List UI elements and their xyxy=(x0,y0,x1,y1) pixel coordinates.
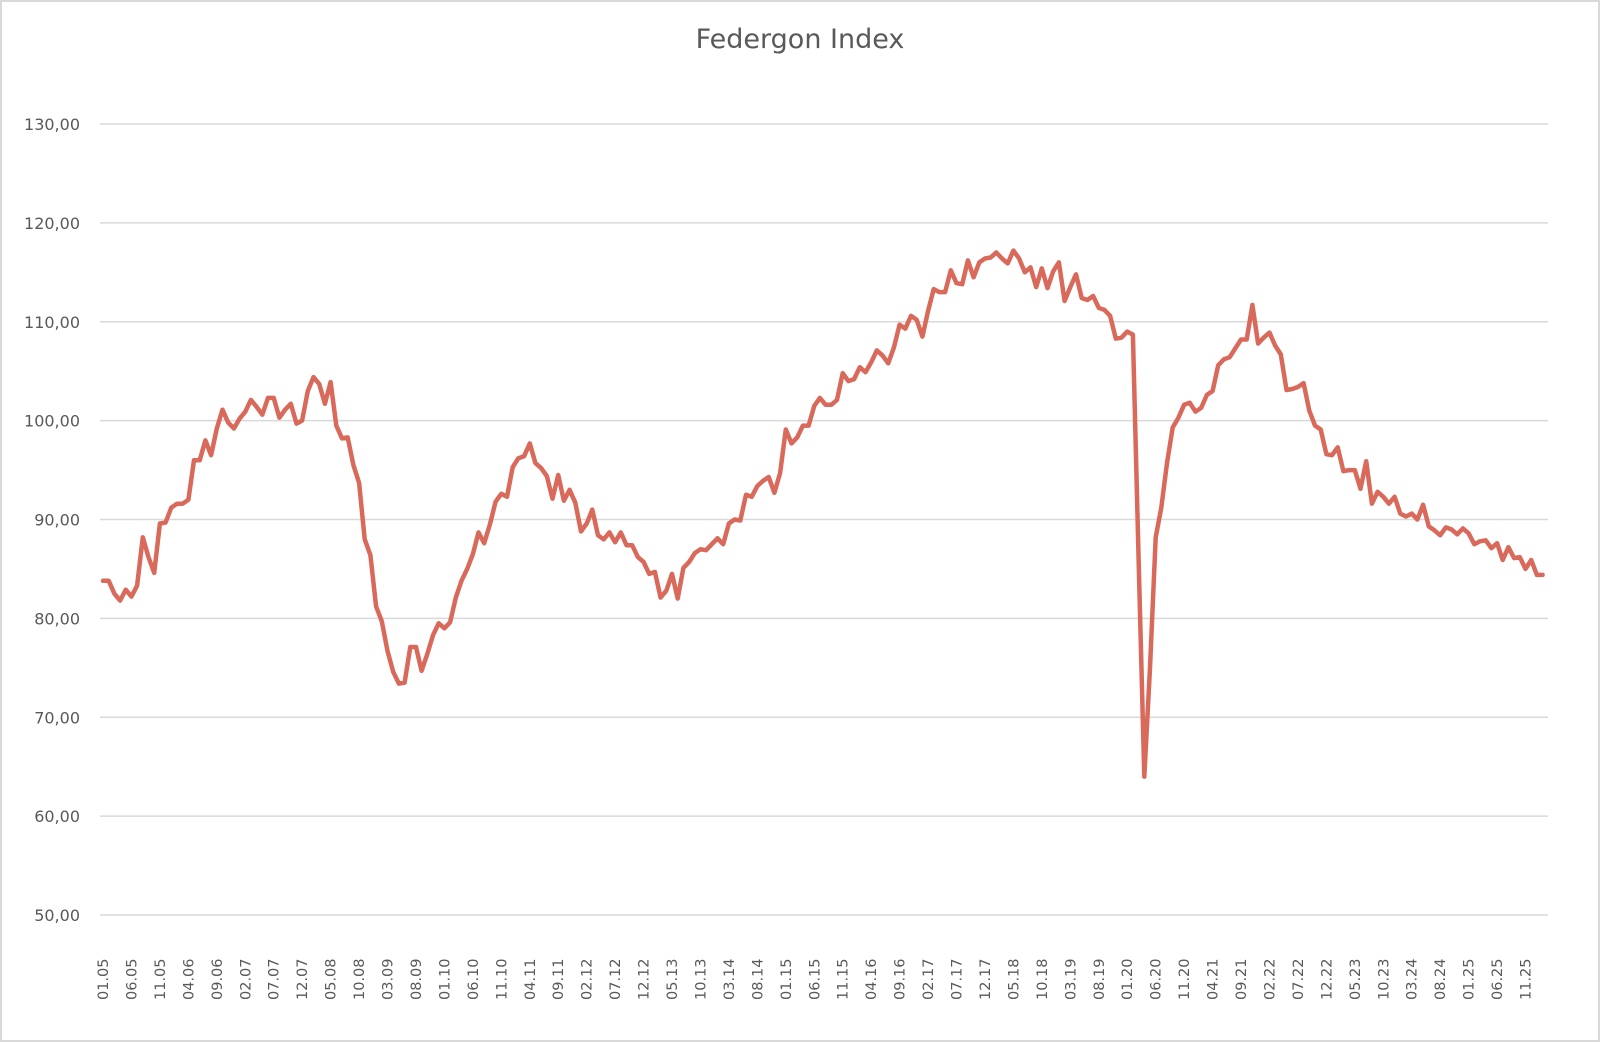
y-tick-label: 120,00 xyxy=(24,214,80,233)
x-tick-label: 03.19 xyxy=(1063,958,1079,1000)
chart-title: Federgon Index xyxy=(695,24,905,55)
x-tick-label: 05.23 xyxy=(1348,958,1364,1000)
x-tick-label: 08.24 xyxy=(1433,958,1449,1000)
y-tick-label: 50,00 xyxy=(34,906,80,925)
x-tick-label: 03.24 xyxy=(1405,958,1421,1000)
x-tick-label: 09.06 xyxy=(210,958,226,1000)
x-tick-label: 12.22 xyxy=(1319,958,1335,1000)
x-tick-label: 04.21 xyxy=(1206,958,1222,1000)
x-tick-label: 02.12 xyxy=(580,958,596,1000)
x-tick-label: 01.10 xyxy=(437,958,453,1000)
x-tick-label: 02.22 xyxy=(1262,958,1278,1000)
y-tick-label: 130,00 xyxy=(24,115,80,134)
y-tick-label: 60,00 xyxy=(34,807,80,826)
y-tick-label: 80,00 xyxy=(34,609,80,628)
x-tick-label: 10.08 xyxy=(352,958,368,1000)
x-tick-label: 03.09 xyxy=(381,958,397,1000)
x-tick-label: 11.15 xyxy=(836,958,852,1000)
x-tick-label: 11.10 xyxy=(494,958,510,1000)
x-tick-label: 05.18 xyxy=(1006,958,1022,1000)
x-tick-label: 01.05 xyxy=(96,958,112,1000)
x-tick-label: 07.12 xyxy=(608,958,624,1000)
x-tick-label: 09.16 xyxy=(893,958,909,1000)
x-tick-label: 08.14 xyxy=(750,958,766,1000)
x-tick-label: 12.17 xyxy=(978,958,994,1000)
x-tick-label: 11.25 xyxy=(1519,958,1535,1000)
y-tick-label: 70,00 xyxy=(34,708,80,727)
y-tick-label: 100,00 xyxy=(24,412,80,431)
y-tick-label: 90,00 xyxy=(34,511,80,530)
x-tick-label: 04.06 xyxy=(181,958,197,1000)
x-tick-label: 06.25 xyxy=(1490,958,1506,1000)
x-tick-label: 02.17 xyxy=(921,958,937,1000)
x-tick-label: 07.17 xyxy=(950,958,966,1000)
x-tick-label: 09.11 xyxy=(551,958,567,1000)
x-tick-label: 11.05 xyxy=(153,958,169,1000)
x-tick-label: 10.23 xyxy=(1376,958,1392,1000)
x-tick-label: 01.20 xyxy=(1120,958,1136,1000)
x-tick-label: 06.10 xyxy=(466,958,482,1000)
x-tick-label: 01.15 xyxy=(779,958,795,1000)
x-tick-label: 07.07 xyxy=(267,958,283,1000)
x-tick-label: 02.07 xyxy=(238,958,254,1000)
x-tick-label: 03.14 xyxy=(722,958,738,1000)
x-tick-label: 12.07 xyxy=(295,958,311,1000)
y-axis-labels: 50,00 60,00 70,00 80,00 90,00 100,00 110,00 120… xyxy=(24,115,80,925)
x-tick-label: 04.11 xyxy=(523,958,539,1000)
x-tick-label: 08.19 xyxy=(1092,958,1108,1000)
x-tick-label: 06.15 xyxy=(807,958,823,1000)
x-tick-label: 04.16 xyxy=(864,958,880,1000)
x-tick-label: 01.25 xyxy=(1462,958,1478,1000)
x-tick-label: 09.21 xyxy=(1234,958,1250,1000)
x-tick-label: 12.12 xyxy=(637,958,653,1000)
gridlines xyxy=(100,123,1548,916)
x-tick-label: 05.13 xyxy=(665,958,681,1000)
x-tick-label: 11.20 xyxy=(1177,958,1193,1000)
x-tick-label: 05.08 xyxy=(324,958,340,1000)
series-line-federgon-index xyxy=(100,248,1545,779)
x-tick-label: 07.22 xyxy=(1291,958,1307,1000)
y-tick-label: 110,00 xyxy=(24,313,80,332)
x-tick-label: 10.18 xyxy=(1035,958,1051,1000)
x-tick-label: 06.20 xyxy=(1149,958,1165,1000)
x-tick-label: 06.05 xyxy=(124,958,140,1000)
x-tick-label: 08.09 xyxy=(409,958,425,1000)
x-tick-label: 10.13 xyxy=(693,958,709,1000)
x-axis-labels: 01.05 06.05 11.05 04.06 09.06 02.07 07.07 12.07… xyxy=(96,958,1535,1000)
